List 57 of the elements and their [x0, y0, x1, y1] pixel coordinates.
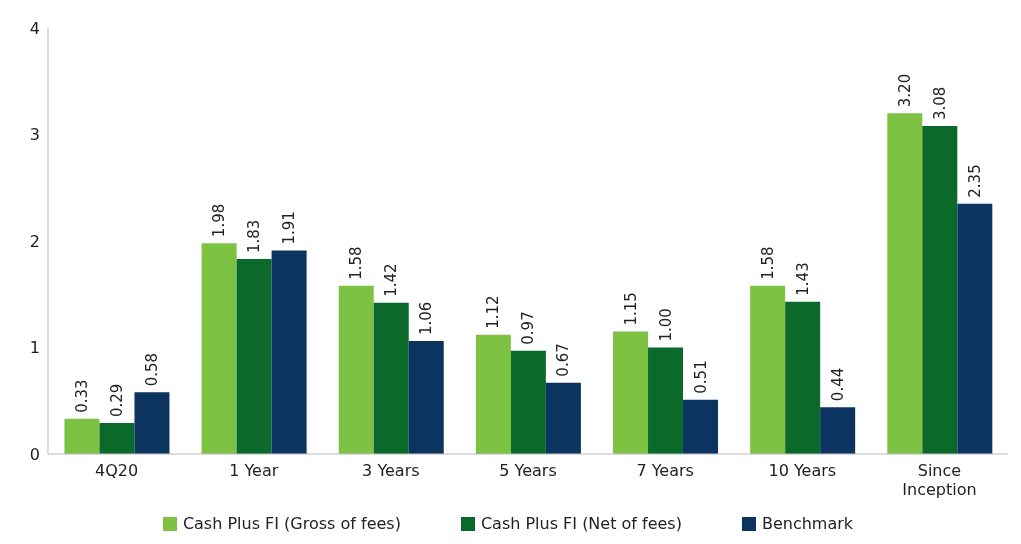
bar	[408, 341, 444, 454]
x-tick-label: 3 Years	[362, 461, 420, 480]
bar	[134, 392, 170, 454]
data-label: 1.42	[382, 263, 401, 297]
data-label: 0.44	[828, 367, 847, 402]
bar	[510, 350, 546, 454]
bar	[236, 259, 272, 454]
legend-label: Benchmark	[761, 514, 854, 533]
bar	[545, 382, 581, 454]
bar	[957, 203, 993, 454]
bar	[613, 331, 649, 454]
bar	[373, 302, 409, 454]
x-tick-label: 10 Years	[768, 461, 837, 480]
bar	[785, 301, 821, 454]
legend-label: Cash Plus FI (Gross of fees)	[182, 514, 401, 533]
bar	[683, 399, 719, 454]
data-label: 1.15	[621, 292, 640, 326]
data-label: 0.33	[72, 379, 91, 413]
y-tick-label: 4	[29, 18, 40, 38]
bar	[922, 125, 958, 454]
bar	[475, 334, 511, 454]
bar	[887, 113, 923, 454]
y-tick-label: 2	[29, 231, 40, 251]
data-label: 1.00	[656, 308, 675, 342]
x-tick-label: Since Inception	[902, 461, 977, 499]
bar	[64, 418, 100, 454]
legend-label: Cash Plus FI (Net of fees)	[480, 514, 682, 533]
y-tick-label: 0	[29, 444, 40, 464]
x-tick-label: 1 Year	[229, 461, 279, 480]
data-label: 1.58	[347, 246, 366, 280]
bar	[271, 250, 307, 454]
data-label: 3.20	[895, 73, 914, 108]
data-label: 0.58	[142, 352, 161, 387]
data-label: 0.97	[519, 311, 538, 345]
data-label: 1.58	[758, 246, 777, 280]
data-label: 1.06	[417, 301, 436, 336]
bar	[820, 407, 856, 454]
data-label: 3.08	[930, 86, 949, 120]
data-label: 1.83	[245, 219, 264, 254]
data-label: 1.43	[793, 262, 812, 296]
bar	[99, 423, 135, 454]
data-label: 1.91	[280, 211, 299, 245]
x-tick-label: 4Q20	[95, 461, 139, 480]
bar	[648, 347, 684, 454]
bar	[201, 243, 237, 454]
x-tick-label: 5 Years	[499, 461, 557, 480]
data-label: 2.35	[965, 164, 984, 198]
x-tick-label: 7 Years	[636, 461, 694, 480]
data-label: 0.67	[554, 343, 573, 377]
data-label: 0.51	[691, 360, 710, 394]
y-tick-label: 3	[29, 125, 40, 145]
data-label: 1.98	[210, 203, 229, 238]
data-label: 1.12	[484, 295, 503, 329]
bar	[750, 285, 786, 454]
data-label: 0.29	[107, 383, 126, 418]
y-tick-label: 1	[29, 338, 40, 358]
bar	[338, 285, 374, 454]
